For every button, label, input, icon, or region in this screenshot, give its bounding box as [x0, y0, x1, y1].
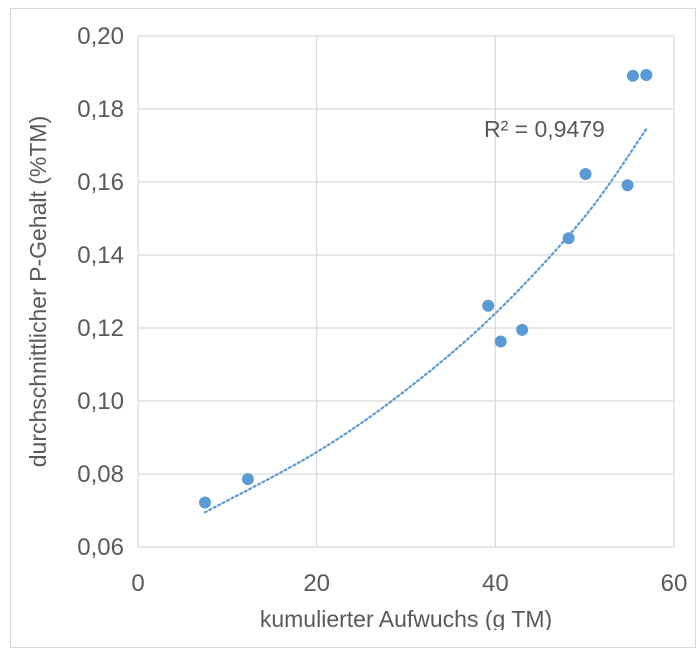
- y-tick-label: 0,10: [77, 388, 124, 415]
- y-tick-label: 0,06: [77, 534, 124, 561]
- scatter-chart: 0,060,080,100,120,140,160,180,200 20 40 60 …: [25, 23, 687, 630]
- axes: [137, 36, 674, 548]
- x-tick-label: 40: [482, 570, 509, 597]
- data-point: [579, 167, 592, 180]
- data-point: [494, 335, 507, 348]
- data-point: [199, 496, 211, 509]
- x-tick-label: 20: [303, 570, 330, 597]
- x-tick-label: 60: [661, 570, 688, 597]
- y-tick-label: 0,08: [77, 461, 124, 488]
- y-tick-label: 0,16: [77, 169, 124, 196]
- data-points: [199, 69, 653, 509]
- y-tick-label: 0,18: [77, 96, 124, 123]
- data-point: [516, 323, 529, 336]
- data-point: [241, 473, 254, 486]
- data-point: [640, 69, 653, 82]
- data-point: [562, 232, 575, 245]
- tick-labels: 0,06 0,08 0,10 0,12 0,14 0,16 0,18 0,20 0 20 40 60: [77, 23, 687, 597]
- gridlines: [138, 35, 675, 547]
- y-tick-label: 0,12: [77, 315, 124, 342]
- x-tick-label: 0: [131, 570, 144, 597]
- data-point: [621, 179, 634, 192]
- x-axis-title: kumulierter Aufwuchs (g TM): [260, 606, 552, 630]
- trendline: [203, 127, 648, 514]
- data-point: [626, 69, 639, 82]
- r-squared-label: R² = 0,9479: [484, 116, 605, 142]
- y-tick-label: 0,20: [77, 23, 124, 50]
- trendline-group: [203, 127, 648, 514]
- y-tick-label: 0,14: [77, 242, 124, 269]
- data-point: [482, 299, 495, 312]
- y-axis-title: durchschnittlicher P-Gehalt (%TM): [25, 116, 51, 468]
